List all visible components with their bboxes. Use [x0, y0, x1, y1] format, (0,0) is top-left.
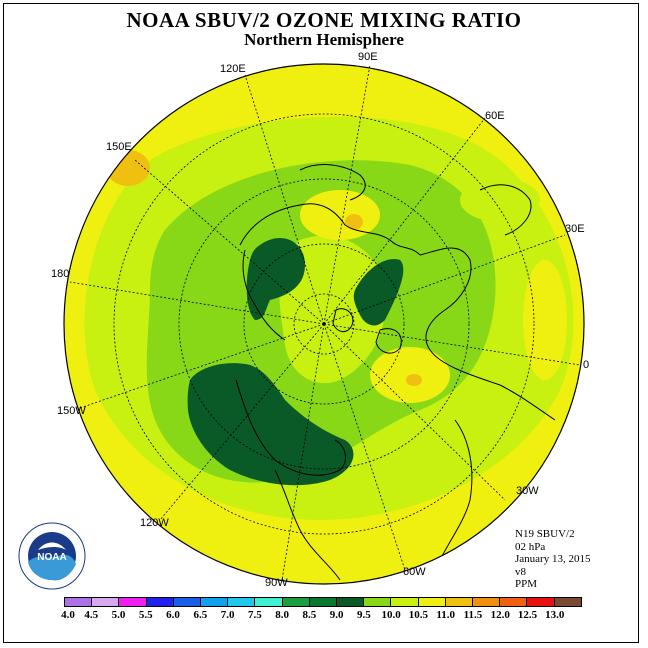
colorbar-segment [473, 598, 501, 606]
colorbar-segment [201, 598, 229, 606]
colorbar-segment [228, 598, 256, 606]
colorbar-tick-label: 7.0 [220, 609, 235, 621]
colorbar-segment [173, 598, 202, 606]
colorbar-segment [119, 598, 147, 606]
colorbar [64, 597, 582, 607]
colorbar-ticks: 4.0 4.5 5.0 5.5 6.0 6.5 7.0 7.5 8.0 8.5 9.0 9.5 10.0… [61, 609, 582, 623]
lon-label-120e: 120E [220, 63, 246, 75]
colorbar-tick-label: 11.5 [463, 609, 483, 621]
colorbar-segment [146, 598, 174, 606]
noaa-logo: NOAA [18, 522, 86, 590]
noaa-logo-text: NOAA [37, 552, 66, 563]
colorbar-segment [309, 598, 338, 606]
colorbar-tick-label: 4.5 [84, 609, 99, 621]
colorbar-segment [391, 598, 419, 606]
lon-label-30w: 30W [516, 485, 539, 497]
colorbar-segment [364, 598, 392, 606]
colorbar-tick-label: 4.0 [61, 609, 75, 621]
lon-label-120w: 120W [140, 517, 169, 529]
colorbar-segment [418, 598, 446, 606]
colorbar-tick-label: 12.5 [517, 609, 538, 621]
lon-label-150w: 150W [57, 405, 86, 417]
info-version: v8 [515, 565, 526, 578]
lon-label-60e: 60E [485, 110, 505, 122]
colorbar-tick-label: 6.0 [166, 609, 180, 621]
colorbar-tick-label: 8.0 [275, 609, 289, 621]
product-info: N19 SBUV/2 02 hPa January 13, 2015 v8 PP… [515, 528, 590, 591]
map-subtitle: Northern Hemisphere [244, 30, 404, 49]
colorbar-tick-label: 5.5 [138, 609, 153, 621]
coastlines [235, 164, 556, 581]
colorbar-tick-label: 10.0 [381, 609, 401, 621]
lon-label-30e: 30E [565, 223, 585, 235]
colorbar-tick-label: 6.5 [193, 609, 208, 621]
colorbar-segment [445, 598, 474, 606]
colorbar-segment [65, 598, 93, 606]
info-date: January 13, 2015 [515, 553, 591, 565]
lon-label-150e: 150E [106, 141, 132, 153]
colorbar-tick-label: 12.0 [490, 609, 510, 621]
lon-label-90e: 90E [358, 51, 378, 63]
graticule [69, 64, 581, 581]
map-title: NOAA SBUV/2 OZONE MIXING RATIO [126, 8, 522, 32]
figure-frame [3, 3, 639, 643]
lon-label-90w: 90W [265, 577, 288, 589]
colorbar-tick-label: 9.5 [357, 609, 371, 621]
colorbar-segment [554, 598, 581, 606]
lon-label-180: 180 [51, 268, 70, 280]
colorbar-tick-label: 7.5 [247, 609, 262, 621]
hemisphere-boundary [63, 63, 585, 585]
lon-label-0: 0 [583, 359, 590, 371]
info-instrument: N19 SBUV/2 [515, 528, 575, 540]
colorbar-tick-label: 5.0 [111, 609, 126, 621]
colorbar-segment [282, 598, 310, 606]
lon-label-60w: 60W [403, 566, 426, 578]
colorbar-tick-label: 10.5 [408, 609, 429, 621]
colorbar-segment [337, 598, 365, 606]
colorbar-tick-label: 13.0 [545, 609, 565, 621]
colorbar-tick-label: 9.0 [329, 609, 344, 621]
colorbar-segment [255, 598, 283, 606]
info-units: PPM [515, 578, 538, 590]
colorbar-tick-label: 11.0 [436, 609, 455, 621]
colorbar-segment [527, 598, 555, 606]
info-level: 02 hPa [515, 540, 546, 553]
colorbar-segment [500, 598, 528, 606]
colorbar-tick-label: 8.5 [302, 609, 317, 621]
colorbar-segment [92, 598, 120, 606]
ozone-field [64, 64, 584, 584]
